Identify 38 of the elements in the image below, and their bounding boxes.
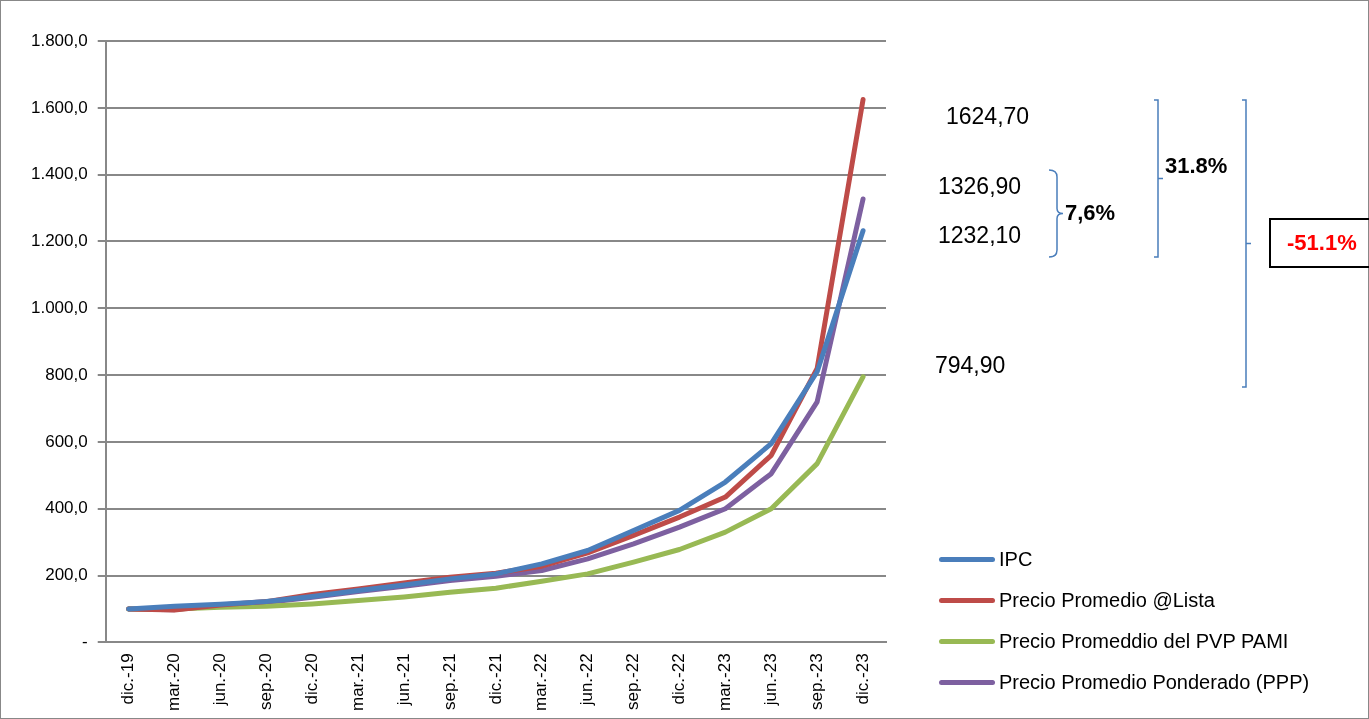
y-tick-label: 200,0 (45, 565, 88, 585)
x-tick-label: jun.-21 (393, 653, 413, 707)
x-tick-label: sep.-23 (806, 653, 826, 711)
text: 794,90 (935, 352, 1006, 379)
text: 31.8% (1165, 152, 1228, 179)
text: 1232,10 (938, 222, 1022, 249)
x-tick-label: jun.-22 (577, 653, 597, 707)
x-tick-label: sep.-21 (439, 653, 459, 711)
y-tick-label: 1.000,0 (30, 297, 88, 317)
y-tick-label: - (82, 632, 88, 652)
legend-label: Precio Promedio @Lista (999, 589, 1215, 612)
legend-label: Precio Promeddio del PVP PAMI (999, 630, 1289, 653)
x-tick-label: jun.-20 (210, 653, 230, 707)
y-tick-label: 1.400,0 (30, 164, 88, 184)
y-tick-label: 800,0 (45, 364, 88, 384)
x-tick-label: mar.-21 (347, 653, 367, 712)
x-tick-label: sep.-22 (623, 653, 643, 711)
x-tick-label: sep.-20 (256, 653, 276, 711)
x-tick-label: mar.-23 (715, 653, 735, 712)
x-tick-label: dic.-23 (852, 653, 872, 705)
x-tick-label: mar.-20 (164, 653, 184, 712)
y-tick-label: 1.600,0 (30, 97, 88, 117)
x-tick-label: dic.-22 (669, 653, 689, 705)
x-tick-label: mar.-22 (531, 653, 551, 712)
y-tick-label: 1.800,0 (30, 30, 88, 50)
legend-label: Precio Promedio Ponderado (PPP) (999, 671, 1310, 694)
legend-label: IPC (999, 548, 1033, 571)
text: 1624,70 (946, 103, 1030, 130)
text: -51.1% (1269, 217, 1369, 268)
x-tick-label: dic.-19 (118, 653, 138, 705)
text: 7,6% (1065, 199, 1116, 226)
text: 1326,90 (938, 173, 1022, 200)
x-tick-label: jun.-23 (760, 653, 780, 707)
y-tick-label: 400,0 (45, 498, 88, 518)
x-tick-label: dic.-20 (301, 653, 321, 705)
y-tick-label: 600,0 (45, 431, 88, 451)
x-tick-label: dic.-21 (485, 653, 505, 705)
y-tick-label: 1.200,0 (30, 231, 88, 251)
